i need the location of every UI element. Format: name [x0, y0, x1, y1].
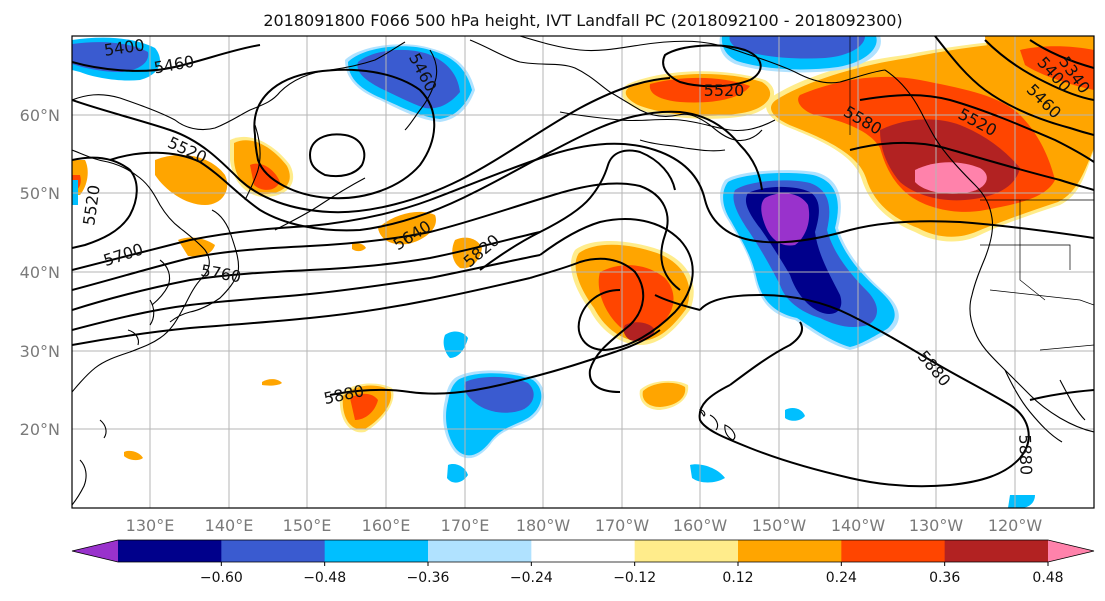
colorbar-tick-label: −0.12 [613, 570, 656, 586]
map-title: 2018091800 F066 500 hPa height, IVT Land… [263, 11, 902, 30]
colorbar-segment [428, 540, 532, 562]
lon-label-170w: 170°W [595, 516, 650, 535]
lon-label-150w: 150°W [752, 516, 807, 535]
colorbar-tick-label: −0.24 [510, 570, 553, 586]
lat-label-30n: 30°N [20, 342, 60, 361]
contour-label-5880-south: 5880 [1015, 434, 1035, 475]
colorbar-segment [324, 540, 429, 562]
lat-label-50n: 50°N [20, 184, 60, 203]
lon-label-170e: 170°E [441, 516, 490, 535]
political-borders [849, 36, 1094, 351]
lon-label-120w: 120°W [988, 516, 1043, 535]
colorbar-segment [221, 540, 326, 562]
lat-label-60n: 60°N [20, 106, 60, 125]
colorbar-tick-label: −0.36 [407, 570, 450, 586]
latitude-labels: 60°N 50°N 40°N 30°N 20°N [20, 106, 60, 439]
lon-label-140e: 140°E [205, 516, 254, 535]
colorbar-segment [118, 540, 222, 562]
colorbar-segment [634, 540, 739, 562]
lon-label-140w: 140°W [831, 516, 886, 535]
colorbar-extend-max [1048, 540, 1094, 562]
contour-label-5520-bering: 5520 [704, 81, 745, 100]
contour-label-5400-west: 5400 [103, 35, 146, 59]
colorbar-segment [531, 540, 636, 562]
colorbar-outline [71, 539, 1095, 563]
ivt-negative-shading [72, 36, 1035, 508]
lon-label-180w: 180°W [516, 516, 571, 535]
lat-label-40n: 40°N [20, 263, 60, 282]
colorbar-tick-label: 0.36 [929, 570, 960, 586]
lon-label-150e: 150°E [283, 516, 332, 535]
colorbar-segment [944, 540, 1049, 562]
longitude-labels: 130°E 140°E 150°E 160°E 170°E 180°W 170°… [126, 516, 1043, 535]
graticule [72, 36, 1094, 508]
colorbar-tick-label: 0.12 [722, 570, 753, 586]
map-panel: 5400 5460 5460 5520 5520 5520 5580 5520 … [72, 35, 1094, 508]
lon-label-160e: 160°E [362, 516, 411, 535]
map-frame [71, 35, 1095, 509]
colorbar-tick-label: 0.48 [1032, 570, 1063, 586]
colorbar-segment [841, 540, 946, 562]
colorbar-segment [738, 540, 842, 562]
lon-label-130w: 130°W [909, 516, 964, 535]
lon-label-130e: 130°E [126, 516, 175, 535]
height-contours [72, 36, 1094, 488]
colorbar-tick-label: −0.60 [200, 570, 243, 586]
colorbar: −0.60 −0.48 −0.36 −0.24 −0.12 0.12 0.24 0.36 0.4… [71, 539, 1095, 586]
lat-label-20n: 20°N [20, 420, 60, 439]
colorbar-extend-min [72, 540, 118, 562]
lon-label-160w: 160°W [673, 516, 728, 535]
colorbar-tick-label: −0.48 [303, 570, 346, 586]
colorbar-tick-label: 0.24 [826, 570, 857, 586]
